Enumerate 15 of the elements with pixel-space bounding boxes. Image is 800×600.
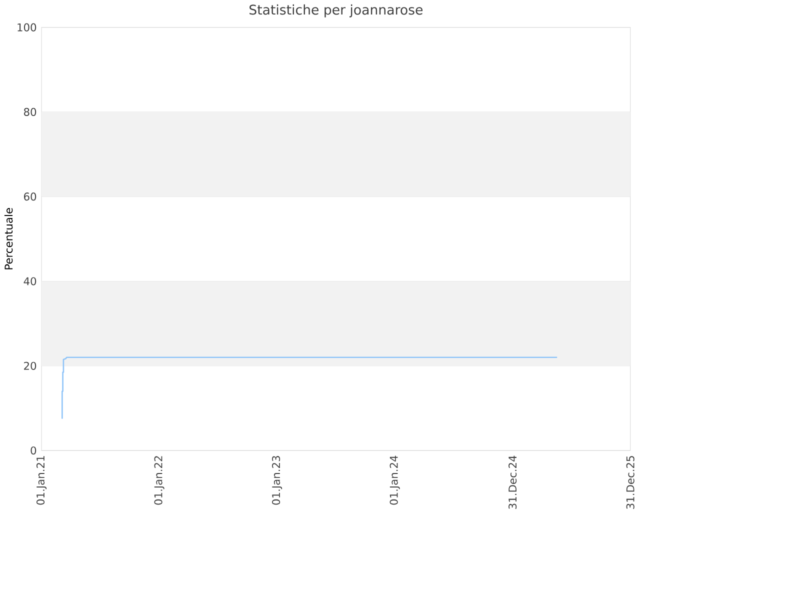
y-tick-label: 0: [30, 446, 36, 454]
x-tick-label: 01.Jan.23: [272, 456, 282, 505]
x-tick-label: 01.Jan.24: [390, 456, 400, 505]
y-tick-label: 20: [24, 362, 36, 370]
chart-title: Statistiche per joannarose: [250, 4, 423, 18]
x-tick-label: 01.Jan.22: [154, 456, 164, 505]
y-tick-label: 40: [24, 277, 36, 286]
y-tick-label: 60: [24, 192, 36, 201]
x-tick-label: 31.Dec.25: [626, 456, 634, 509]
line-series: [61, 356, 558, 420]
y-tick-label: 80: [24, 108, 36, 116]
x-tick-label: 01.Jan.21: [36, 456, 47, 505]
y-tick-label: 100: [18, 23, 36, 32]
y-axis-title: Percentuale: [4, 208, 13, 270]
x-tick-label: 31.Dec.24: [508, 456, 517, 509]
